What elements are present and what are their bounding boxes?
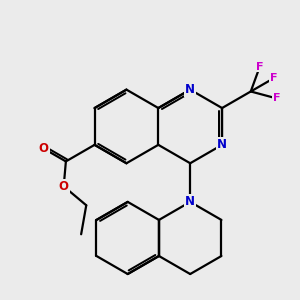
Text: F: F bbox=[270, 73, 278, 83]
Text: N: N bbox=[185, 195, 195, 208]
Text: N: N bbox=[217, 138, 227, 151]
Text: N: N bbox=[185, 83, 195, 96]
Text: O: O bbox=[59, 180, 69, 193]
Text: O: O bbox=[39, 142, 49, 155]
Text: F: F bbox=[273, 93, 280, 103]
Text: F: F bbox=[256, 61, 264, 72]
